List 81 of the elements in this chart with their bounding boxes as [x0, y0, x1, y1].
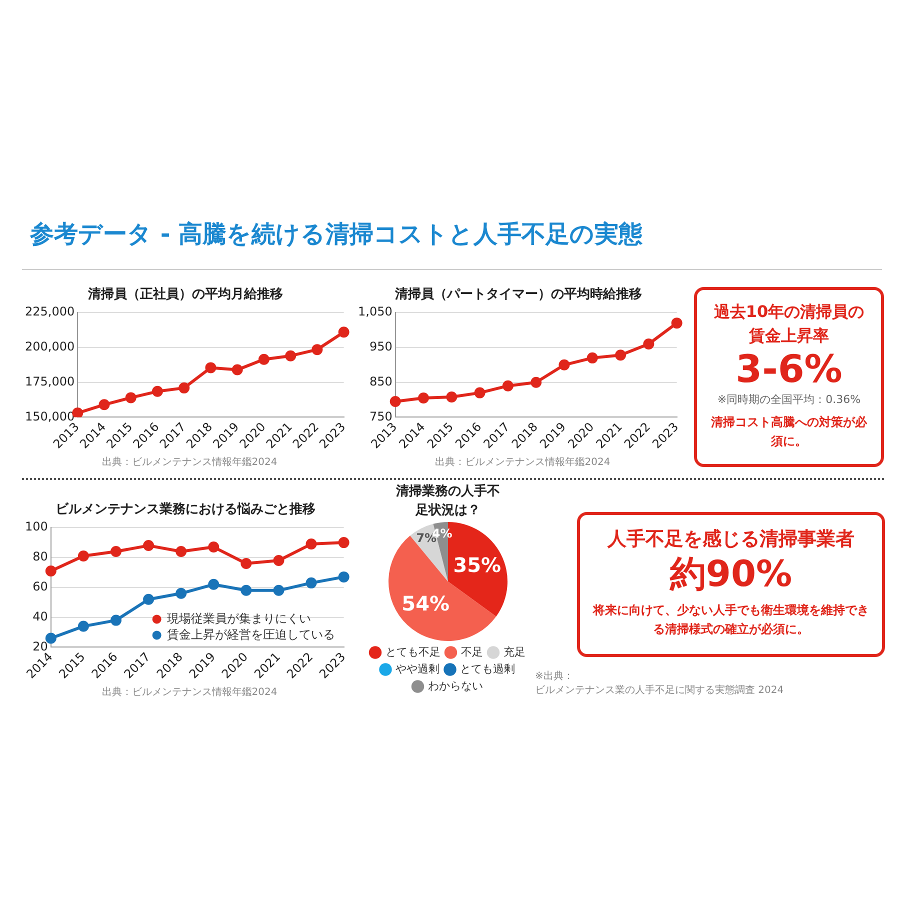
point	[143, 540, 154, 552]
point	[558, 359, 570, 370]
point	[205, 362, 216, 374]
text: 将来に向けて、少ない人手でも衛生環境を維持できる清掃様式の確立が必須に。	[592, 602, 870, 638]
point	[671, 318, 682, 329]
point	[176, 588, 187, 599]
point	[273, 584, 284, 596]
point	[208, 542, 220, 553]
text: ※出典：	[535, 670, 574, 684]
point	[78, 550, 89, 562]
point	[45, 565, 56, 576]
point	[306, 538, 317, 550]
chart-title: 清掃員（正社員）の平均月給推移	[87, 286, 283, 302]
source-note: 出典：ビルメンテナンス情報年鑑2024	[434, 456, 612, 469]
point	[232, 364, 243, 376]
point	[45, 632, 56, 644]
text: ビルメンテナンス業の人手不足に関する実態調査 2024	[535, 684, 784, 698]
point	[240, 558, 252, 569]
point	[643, 338, 654, 350]
legend-label: 不足	[460, 645, 483, 658]
text: 清掃コスト高騰への対策が必須に。	[710, 414, 868, 450]
point	[338, 537, 350, 548]
legend-label: とても不足	[385, 645, 440, 658]
point	[152, 386, 163, 397]
chart-title: 清掃業務の人手不足状況は？	[395, 482, 501, 520]
data-label: 54%	[402, 592, 450, 616]
point	[285, 350, 296, 362]
source-note: 出典：ビルメンテナンス情報年鑑2024	[100, 456, 278, 469]
point	[502, 380, 514, 392]
data-label: 35%	[453, 552, 502, 577]
y-tick-label: 200,000	[25, 340, 75, 354]
y-tick-label: 225,000	[25, 304, 75, 319]
point	[338, 326, 350, 338]
legend-label: とても過剰	[460, 662, 515, 676]
y-tick-label: 80	[32, 550, 48, 564]
point	[530, 376, 542, 388]
y-tick-label: 850	[369, 374, 392, 388]
legend-label: 充足	[503, 645, 526, 658]
point	[176, 546, 187, 558]
point	[143, 594, 154, 605]
point	[178, 382, 190, 394]
y-tick-label: 150,000	[25, 409, 75, 424]
point	[240, 584, 252, 596]
legend-label: わからない	[428, 679, 483, 692]
point	[338, 571, 350, 582]
chart-title: ビルメンテナンス業務における悩みごと推移	[56, 502, 316, 518]
y-tick-label: 100	[25, 520, 48, 534]
y-tick-label: 175,000	[25, 374, 75, 388]
text: 人手不足を感じる清掃事業者	[606, 527, 856, 552]
point	[390, 396, 401, 408]
point	[312, 344, 323, 356]
y-tick-label: 60	[32, 580, 48, 594]
legend-label: 現場従業員が集まりにくい	[166, 611, 311, 626]
legend-label: 賃金上昇が経営を圧迫している	[166, 627, 335, 642]
text: 3-6%	[734, 347, 844, 392]
text: 過去10年の清掃員の賃金上昇率	[712, 301, 866, 347]
y-tick-label: 750	[369, 409, 392, 424]
y-tick-label: 20	[32, 639, 48, 654]
y-tick-label: 1,050	[358, 304, 392, 319]
point	[98, 399, 110, 410]
point	[110, 546, 122, 558]
point	[474, 387, 486, 398]
point	[273, 554, 284, 566]
point	[418, 392, 429, 404]
point	[586, 352, 598, 364]
point	[615, 350, 626, 361]
text: 約90%	[668, 554, 794, 595]
y-tick-label: 950	[369, 340, 392, 354]
point	[258, 354, 270, 365]
point	[125, 392, 136, 404]
chart-title: 清掃員（パートタイマー）の平均時給推移	[394, 287, 642, 302]
point	[208, 578, 220, 590]
text: ※同時期の全国平均：0.36%	[716, 392, 862, 407]
point	[446, 391, 458, 402]
point	[110, 614, 122, 626]
point	[78, 620, 89, 632]
source-note: 出典：ビルメンテナンス情報年鑑2024	[100, 686, 278, 699]
legend-label: やや過剰	[396, 662, 440, 676]
y-tick-label: 40	[32, 609, 48, 624]
point	[306, 577, 317, 588]
text: 参考データ - 高騰を続ける清掃コストと人手不足の実態	[28, 219, 644, 250]
